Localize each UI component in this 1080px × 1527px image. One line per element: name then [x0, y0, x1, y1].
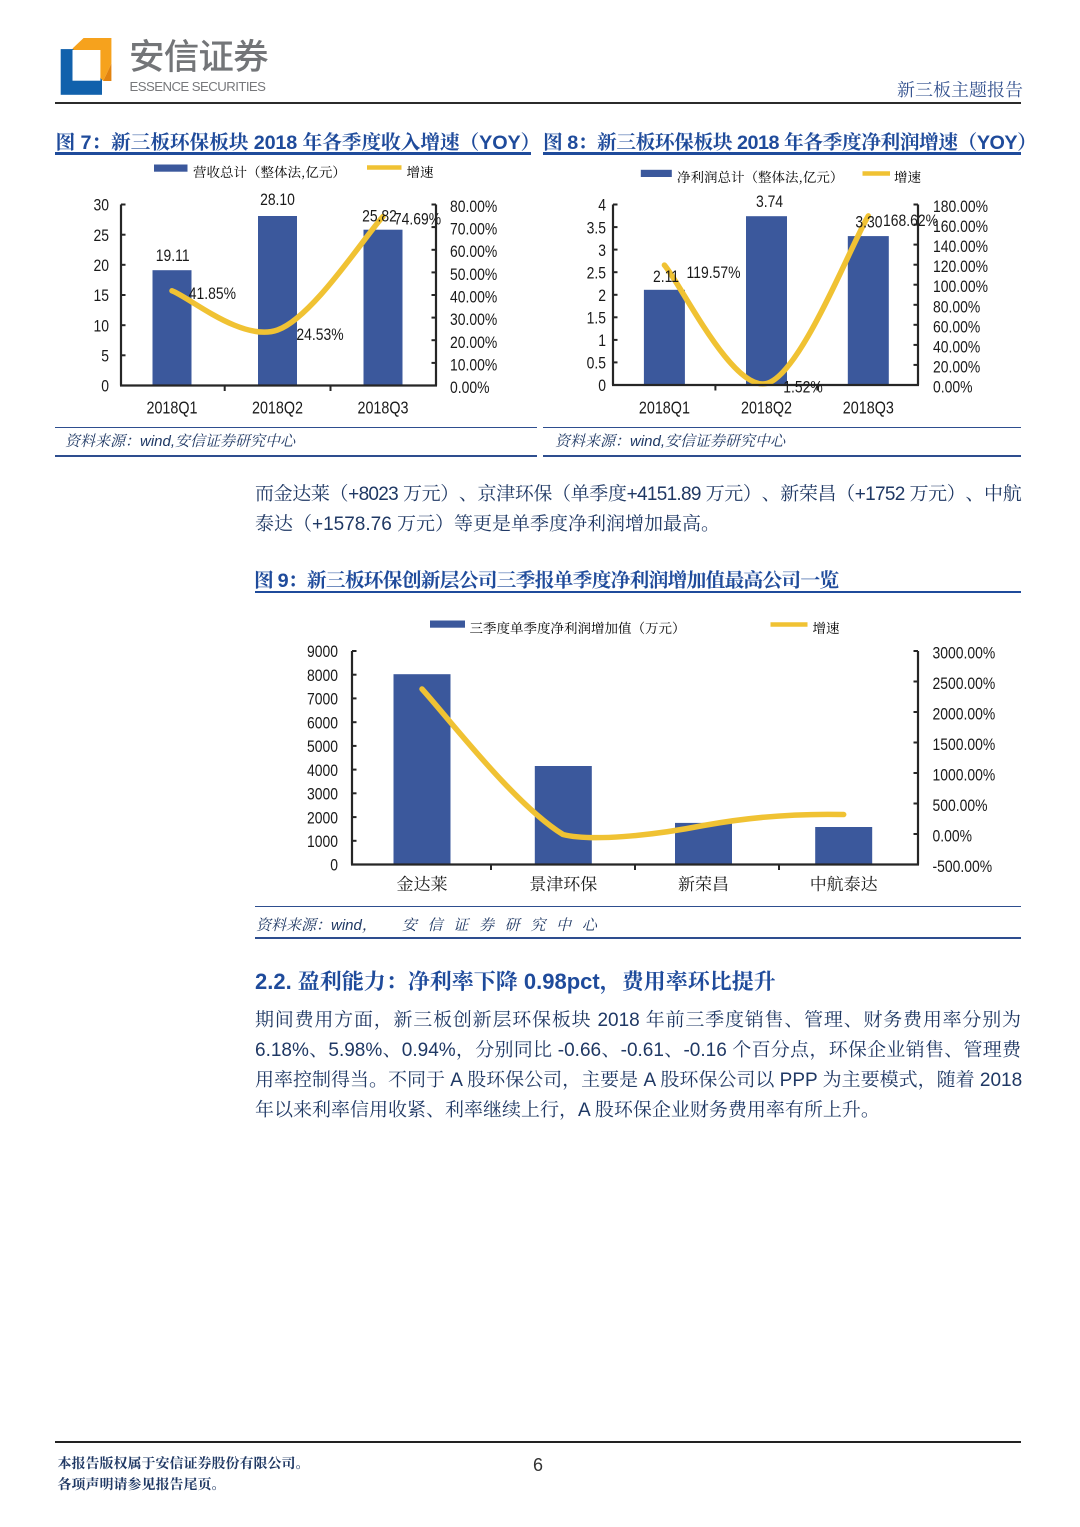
- svg-text:2000: 2000: [307, 809, 338, 828]
- svg-text:5000: 5000: [307, 738, 338, 757]
- svg-text:119.57%: 119.57%: [687, 264, 741, 283]
- svg-text:增速: 增速: [407, 161, 434, 181]
- svg-text:60.00%: 60.00%: [450, 243, 497, 262]
- svg-text:0: 0: [101, 377, 109, 396]
- svg-text:40.00%: 40.00%: [450, 288, 497, 307]
- svg-text:2: 2: [598, 287, 606, 306]
- svg-text:15: 15: [94, 287, 109, 306]
- svg-text:24.53%: 24.53%: [296, 326, 343, 345]
- svg-text:景津环保: 景津环保: [529, 870, 597, 895]
- svg-text:20.00%: 20.00%: [450, 334, 497, 353]
- svg-text:30: 30: [94, 196, 110, 215]
- svg-text:1500.00%: 1500.00%: [933, 736, 996, 755]
- svg-text:74.69%: 74.69%: [394, 210, 441, 229]
- svg-text:新荣昌: 新荣昌: [678, 870, 729, 895]
- svg-text:增速: 增速: [894, 166, 922, 186]
- svg-text:40.00%: 40.00%: [933, 338, 980, 357]
- svg-text:7000: 7000: [307, 690, 338, 709]
- svg-text:3: 3: [598, 242, 606, 261]
- svg-text:100.00%: 100.00%: [933, 278, 988, 297]
- svg-text:营收总计（整体法,亿元）: 营收总计（整体法,亿元）: [193, 161, 346, 181]
- svg-text:6000: 6000: [307, 714, 338, 733]
- svg-text:80.00%: 80.00%: [450, 198, 497, 217]
- svg-text:10: 10: [94, 317, 110, 336]
- svg-text:9000: 9000: [307, 643, 338, 662]
- svg-text:0.00%: 0.00%: [933, 378, 973, 397]
- svg-text:2018Q1: 2018Q1: [146, 399, 197, 418]
- svg-text:160.00%: 160.00%: [933, 218, 988, 237]
- svg-text:2000.00%: 2000.00%: [933, 705, 996, 724]
- svg-text:0: 0: [598, 377, 606, 396]
- svg-text:28.10: 28.10: [260, 191, 295, 210]
- svg-text:2.5: 2.5: [587, 264, 606, 283]
- svg-text:1000.00%: 1000.00%: [933, 766, 996, 785]
- svg-text:5: 5: [101, 347, 109, 366]
- svg-text:4000: 4000: [307, 762, 338, 781]
- svg-text:20: 20: [94, 257, 110, 276]
- svg-text:3.74: 3.74: [756, 193, 783, 212]
- svg-text:0.5: 0.5: [587, 354, 606, 373]
- svg-text:140.00%: 140.00%: [933, 238, 988, 257]
- svg-text:2018Q3: 2018Q3: [357, 399, 408, 418]
- svg-text:168.62%: 168.62%: [883, 212, 938, 231]
- svg-text:2018Q3: 2018Q3: [843, 399, 894, 418]
- svg-text:19.11: 19.11: [156, 247, 190, 266]
- svg-text:500.00%: 500.00%: [933, 797, 988, 816]
- svg-text:60.00%: 60.00%: [933, 318, 980, 337]
- svg-text:2.11: 2.11: [653, 268, 679, 287]
- svg-text:20.00%: 20.00%: [933, 358, 980, 377]
- svg-text:3.30: 3.30: [855, 213, 882, 232]
- svg-text:8000: 8000: [307, 667, 338, 686]
- svg-text:2018Q1: 2018Q1: [639, 399, 690, 418]
- svg-text:1.5: 1.5: [587, 309, 606, 328]
- svg-text:120.00%: 120.00%: [933, 258, 988, 277]
- svg-text:3000.00%: 3000.00%: [933, 644, 996, 663]
- svg-text:1: 1: [598, 332, 606, 351]
- svg-text:金达莱: 金达莱: [397, 870, 448, 895]
- svg-text:-500.00%: -500.00%: [933, 858, 993, 877]
- svg-text:180.00%: 180.00%: [933, 198, 988, 217]
- svg-text:41.85%: 41.85%: [189, 285, 236, 304]
- svg-text:0.00%: 0.00%: [450, 379, 490, 398]
- svg-text:2018Q2: 2018Q2: [252, 399, 303, 418]
- svg-text:3000: 3000: [307, 785, 338, 804]
- svg-text:80.00%: 80.00%: [933, 298, 980, 317]
- svg-text:4: 4: [598, 196, 606, 215]
- svg-text:1000: 1000: [307, 833, 338, 852]
- svg-text:三季度单季度净利润增加值（万元）: 三季度单季度净利润增加值（万元）: [470, 617, 686, 637]
- svg-text:中航泰达: 中航泰达: [810, 870, 878, 895]
- svg-text:50.00%: 50.00%: [450, 266, 497, 285]
- svg-text:0: 0: [330, 856, 338, 875]
- svg-text:25.82: 25.82: [362, 207, 397, 226]
- svg-text:70.00%: 70.00%: [450, 220, 497, 239]
- svg-text:10.00%: 10.00%: [450, 356, 497, 375]
- svg-text:30.00%: 30.00%: [450, 311, 497, 330]
- svg-text:净利润总计（整体法,亿元）: 净利润总计（整体法,亿元）: [677, 166, 843, 186]
- svg-text:2018Q2: 2018Q2: [741, 399, 792, 418]
- svg-text:增速: 增速: [813, 617, 841, 637]
- svg-text:1.52%: 1.52%: [783, 378, 823, 397]
- svg-text:3.5: 3.5: [587, 219, 606, 238]
- svg-text:25: 25: [94, 227, 109, 246]
- svg-text:0.00%: 0.00%: [933, 827, 973, 846]
- svg-text:2500.00%: 2500.00%: [933, 675, 996, 694]
